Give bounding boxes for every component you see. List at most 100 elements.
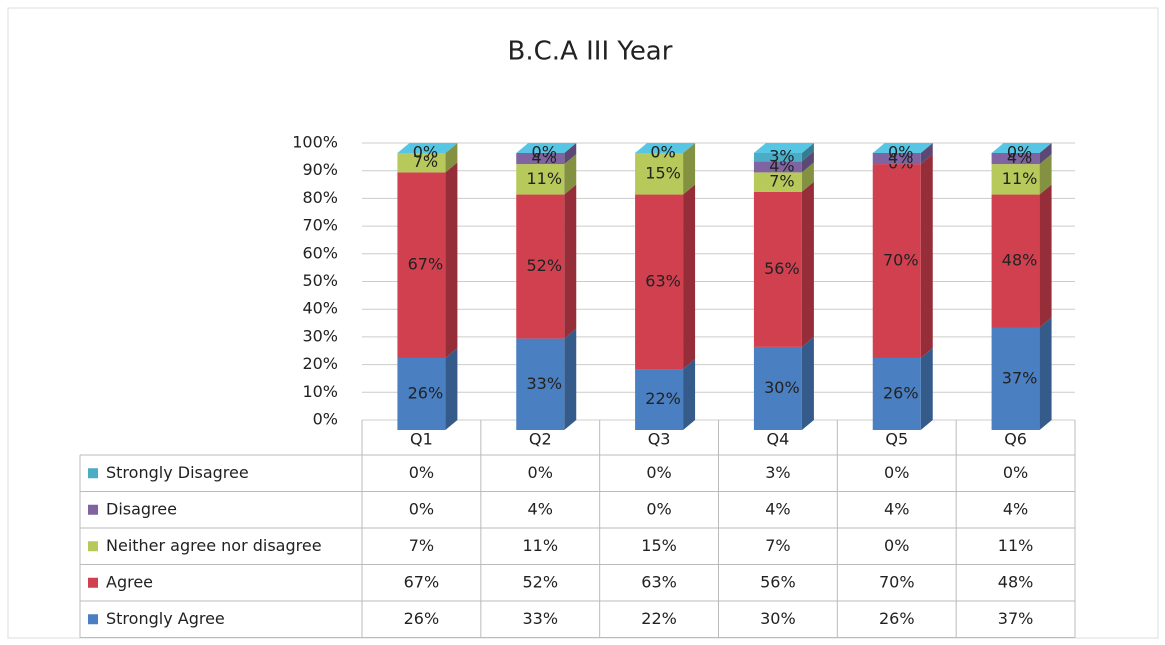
table-cell: 0% [1003,463,1028,482]
bar-side [920,143,933,165]
bar-side [445,143,458,173]
bar-segment [635,153,684,195]
bar-side [683,359,696,430]
legend-label: Strongly Disagree [106,463,249,482]
data-label: 70% [883,251,919,270]
table-cell: 26% [879,609,915,628]
table-cell: 7% [409,536,434,555]
data-label: 0% [532,143,557,162]
table-cell: 11% [998,536,1034,555]
bar-side [564,328,577,430]
table-cell: 4% [884,499,909,518]
table-cell: 0% [409,499,434,518]
chart-frame [7,7,1159,639]
table-cell: 30% [760,609,796,628]
data-label: 30% [764,378,800,397]
y-tick-label: 20% [302,354,338,373]
x-tick-label: Q2 [529,430,552,449]
bar-segment [753,153,802,162]
data-label: 0% [650,143,675,162]
table-cell: 4% [1003,499,1028,518]
data-label: 56% [764,259,800,278]
bar-top [872,143,933,153]
table-cell: 3% [765,463,790,482]
y-tick-label: 70% [302,216,338,235]
data-label: 11% [526,169,562,188]
bar-side [564,143,577,165]
bar-side [1039,154,1052,195]
legend-label: Strongly Agree [106,609,225,628]
table-cell: 52% [522,572,558,591]
bar-side [1039,184,1052,328]
bar-segment [991,327,1040,430]
y-tick-label: 60% [302,243,338,262]
table-cell: 0% [884,536,909,555]
table-cell: 0% [409,463,434,482]
table-cell: 0% [528,463,553,482]
bar-segment [753,161,802,173]
y-tick-label: 100% [292,133,338,152]
data-label: 11% [1002,169,1038,188]
table-cell: 11% [522,536,558,555]
legend-label: Agree [106,572,153,591]
bar-side [683,143,696,195]
table-cell: 48% [998,572,1034,591]
bar-top [635,143,696,153]
data-label: 7% [769,172,794,191]
bar-segment [397,172,446,358]
data-label: 37% [1002,368,1038,387]
y-tick-label: 50% [302,271,338,290]
bar-side [801,143,814,162]
x-tick-label: Q1 [410,430,433,449]
table-cell: 4% [765,499,790,518]
legend-swatch [88,468,98,479]
table-cell: 4% [528,499,553,518]
x-tick-label: Q3 [648,430,671,449]
y-tick-label: 40% [302,299,338,318]
table-cell: 0% [884,463,909,482]
data-label: 48% [1002,251,1038,270]
bar-segment [753,191,802,347]
legend-swatch [88,577,98,588]
table-cell: 0% [646,499,671,518]
table-cell: 26% [404,609,440,628]
y-tick-label: 80% [302,188,338,207]
legend-swatch [88,504,98,515]
data-label: 0% [888,143,913,162]
data-label: 63% [645,271,681,290]
bar-side [920,347,933,430]
table-cell: 56% [760,572,796,591]
bar-side [801,181,814,347]
legend-swatch [88,614,98,625]
bar-side [445,162,458,358]
table-cell: 67% [404,572,440,591]
table-cell: 33% [522,609,558,628]
bar-segment [516,194,565,339]
chart-title: B.C.A III Year [508,37,673,67]
bar-side [445,347,458,430]
data-label: 0% [1007,143,1032,162]
data-label: 26% [883,383,919,402]
bar-side [564,184,577,339]
data-label: 3% [769,147,794,166]
bar-top [991,143,1052,153]
bar-segment [753,172,802,192]
bar-segment [872,153,921,165]
legend-swatch [88,541,98,552]
data-label: 52% [526,256,562,275]
y-tick-label: 10% [302,382,338,401]
bar-side [1039,317,1052,430]
bar-side [801,151,814,173]
data-label: 0% [413,143,438,162]
data-label: 22% [645,389,681,408]
bar-top [753,143,814,153]
bar-segment [516,153,565,165]
table-cell: 15% [641,536,677,555]
y-tick-label: 90% [302,160,338,179]
bar-side [683,184,696,370]
bar-side [564,154,577,195]
legend-label: Neither agree nor disagree [106,536,322,555]
data-label: 15% [645,163,681,182]
data-label: 26% [408,383,444,402]
bar-side [801,336,814,430]
